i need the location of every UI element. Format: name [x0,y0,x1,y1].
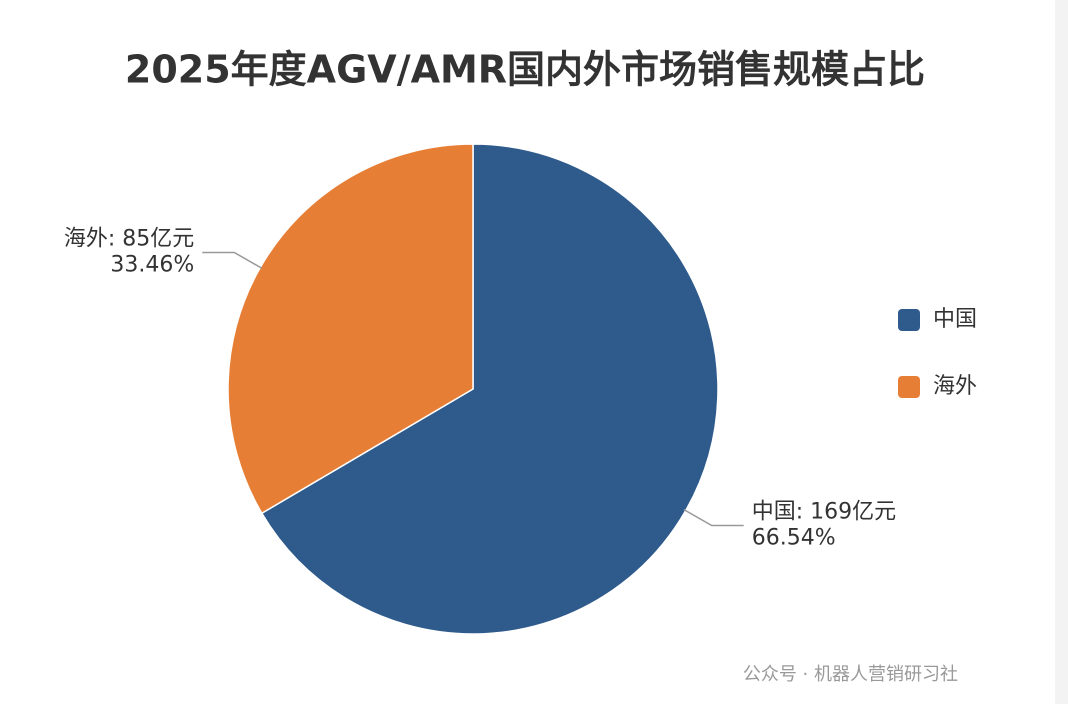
percent-label: 33.46% [110,252,194,277]
legend-label: 海外 [933,374,977,399]
legend-swatch [898,309,920,331]
data-label: 海外: 85亿元 [64,226,194,251]
data-label: 中国: 169亿元 [752,500,896,525]
percent-label: 66.54% [752,526,836,551]
legend-label: 中国 [933,307,977,332]
leader-line [683,508,744,527]
chart-title: 2025年度AGV/AMR国内外市场销售规模占比 [125,48,925,92]
page-edge [1055,0,1068,704]
watermark: 公众号 · 机器人营销研习社 [743,664,958,685]
leader-line [202,251,263,270]
legend-swatch [898,376,920,398]
